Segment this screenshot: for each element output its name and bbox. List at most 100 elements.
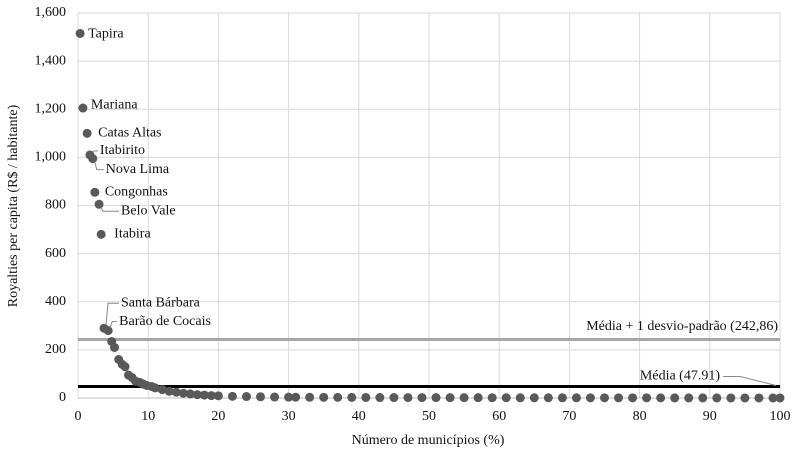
point	[82, 128, 92, 138]
y-tick-label: 0	[59, 390, 66, 405]
point	[403, 393, 413, 403]
point-label: Mariana	[91, 97, 138, 112]
point	[227, 391, 237, 401]
y-tick-label: 400	[45, 294, 66, 309]
point	[768, 393, 778, 403]
point	[431, 393, 441, 403]
x-tick-label: 0	[75, 409, 82, 424]
point	[726, 393, 736, 403]
point	[78, 103, 88, 113]
leader-line	[91, 150, 98, 153]
point	[90, 187, 100, 197]
point	[684, 393, 694, 403]
point-label: Tapira	[88, 27, 124, 42]
point	[375, 393, 385, 403]
point	[171, 387, 181, 397]
x-tick-label: 70	[562, 409, 576, 424]
point	[88, 154, 98, 164]
point	[571, 393, 581, 403]
y-tick-label: 200	[45, 342, 66, 357]
point	[150, 383, 160, 393]
point	[333, 392, 343, 402]
point	[459, 393, 469, 403]
x-tick-label: 80	[633, 409, 647, 424]
point	[284, 392, 294, 402]
point	[120, 362, 130, 372]
point	[754, 393, 764, 403]
point	[628, 393, 638, 403]
point	[347, 392, 357, 402]
point	[305, 392, 315, 402]
point	[110, 342, 120, 352]
x-tick-label: 50	[422, 409, 436, 424]
leader-line	[105, 302, 119, 326]
point	[157, 385, 167, 395]
point-label: Itabira	[114, 227, 151, 242]
point-label: Barão de Cocais	[119, 314, 211, 329]
point	[515, 393, 525, 403]
point	[103, 326, 113, 336]
point	[656, 393, 666, 403]
point	[96, 229, 106, 239]
point	[389, 393, 399, 403]
point	[185, 389, 195, 399]
point	[213, 391, 223, 401]
point	[270, 392, 280, 402]
y-tick-label: 1,000	[35, 150, 67, 165]
point	[178, 388, 188, 398]
x-axis-title: Número de municípios (%)	[352, 433, 505, 448]
point	[361, 392, 371, 402]
y-tick-label: 1,400	[35, 53, 67, 68]
point-label: Nova Lima	[106, 162, 170, 177]
point	[199, 390, 209, 400]
point	[740, 393, 750, 403]
point-label: Santa Bárbara	[121, 295, 201, 310]
x-tick-label: 30	[282, 409, 296, 424]
x-tick-label: 40	[352, 409, 366, 424]
x-tick-label: 90	[703, 409, 717, 424]
point	[473, 393, 483, 403]
point	[94, 199, 104, 209]
point	[614, 393, 624, 403]
point-label: Congonhas	[105, 184, 168, 199]
x-tick-label: 20	[211, 409, 225, 424]
leader-line	[94, 161, 104, 171]
point	[241, 392, 251, 402]
y-tick-label: 800	[45, 198, 66, 213]
point	[256, 392, 266, 402]
point	[501, 393, 511, 403]
y-tick-label: 1,600	[35, 5, 67, 20]
point	[417, 393, 427, 403]
point	[529, 393, 539, 403]
y-tick-label: 1,200	[35, 101, 67, 116]
point	[291, 392, 301, 402]
point	[557, 393, 567, 403]
point	[698, 393, 708, 403]
leader-line	[100, 207, 120, 212]
point	[487, 393, 497, 403]
point	[543, 393, 553, 403]
point	[670, 393, 680, 403]
point-label: Catas Altas	[98, 126, 161, 141]
point-label: Belo Vale	[121, 204, 176, 219]
point	[585, 393, 595, 403]
y-axis-title: Royalties per capita (R$ / habitante)	[6, 104, 21, 307]
point	[642, 393, 652, 403]
point	[206, 391, 216, 401]
point	[600, 393, 609, 403]
leader-line	[109, 321, 118, 328]
point	[319, 392, 329, 402]
point	[164, 386, 174, 396]
point	[75, 28, 85, 38]
y-tick-label: 600	[45, 246, 66, 261]
point	[775, 393, 785, 403]
x-tick-label: 60	[492, 409, 506, 424]
reference-label: Média + 1 desvio-padrão (242,86)	[586, 319, 778, 334]
x-tick-label: 100	[770, 409, 791, 424]
point-label: Itabirito	[100, 143, 145, 158]
point	[445, 393, 455, 403]
x-tick-label: 10	[141, 409, 155, 424]
point	[712, 393, 722, 403]
reference-label: Média (47.91)	[640, 369, 720, 384]
